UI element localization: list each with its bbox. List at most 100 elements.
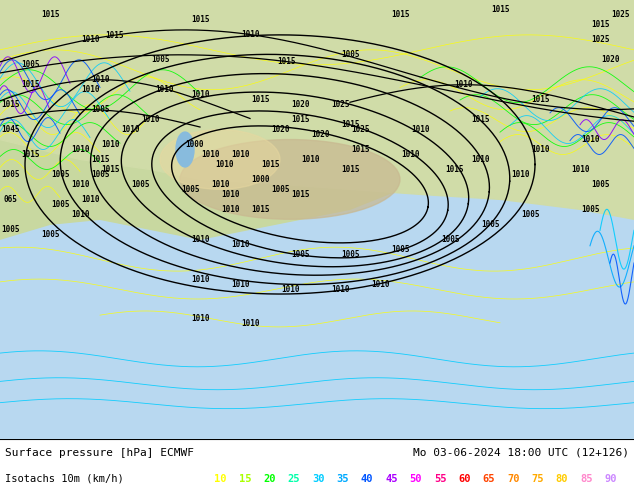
- Text: 1015: 1015: [391, 10, 410, 20]
- Text: 1015: 1015: [261, 160, 279, 169]
- Polygon shape: [0, 0, 634, 239]
- Text: 1010: 1010: [231, 240, 249, 249]
- Polygon shape: [0, 0, 634, 220]
- Text: 1010: 1010: [156, 85, 174, 94]
- Text: 20: 20: [263, 474, 276, 484]
- Text: 1010: 1010: [201, 150, 219, 159]
- Text: 75: 75: [531, 474, 544, 484]
- Text: 1005: 1005: [131, 180, 149, 189]
- Text: 1005: 1005: [391, 245, 410, 254]
- Text: 1005: 1005: [591, 180, 609, 189]
- Text: 70: 70: [507, 474, 519, 484]
- Text: Isotachs 10m (km/h): Isotachs 10m (km/h): [5, 474, 124, 484]
- Text: 1010: 1010: [191, 315, 209, 323]
- Text: 1020: 1020: [291, 100, 309, 109]
- Text: 1010: 1010: [331, 285, 349, 294]
- Text: 1010: 1010: [81, 35, 100, 45]
- Text: 1010: 1010: [231, 280, 249, 289]
- Text: 30: 30: [312, 474, 325, 484]
- Text: 1015: 1015: [591, 21, 609, 29]
- Text: 55: 55: [434, 474, 446, 484]
- Text: 1015: 1015: [1, 100, 19, 109]
- Text: 1020: 1020: [601, 55, 619, 64]
- Text: 1015: 1015: [351, 145, 369, 154]
- Text: 1015: 1015: [251, 95, 269, 104]
- Text: 1005: 1005: [291, 250, 309, 259]
- Text: 1025: 1025: [351, 125, 369, 134]
- Text: 15: 15: [238, 474, 251, 484]
- Text: 1010: 1010: [455, 80, 473, 89]
- Text: 1010: 1010: [101, 140, 119, 149]
- Text: 1015: 1015: [21, 150, 39, 159]
- Text: 1015: 1015: [21, 80, 39, 89]
- Text: 45: 45: [385, 474, 398, 484]
- Text: 1005: 1005: [51, 200, 69, 209]
- Text: 1015: 1015: [291, 190, 309, 199]
- Text: 1025: 1025: [331, 100, 349, 109]
- Text: 1010: 1010: [571, 165, 589, 174]
- Text: 1005: 1005: [21, 60, 39, 69]
- Text: 1010: 1010: [531, 145, 549, 154]
- Text: 50: 50: [410, 474, 422, 484]
- Text: 1045: 1045: [1, 125, 19, 134]
- Text: 1010: 1010: [210, 180, 230, 189]
- Text: 90: 90: [605, 474, 617, 484]
- Text: 1010: 1010: [191, 274, 209, 284]
- Text: 1025: 1025: [591, 35, 609, 45]
- Text: 1015: 1015: [251, 205, 269, 214]
- Text: 1005: 1005: [340, 50, 359, 59]
- Text: 40: 40: [361, 474, 373, 484]
- Text: 10: 10: [214, 474, 227, 484]
- Text: 1010: 1010: [371, 280, 389, 289]
- Text: 1010: 1010: [91, 75, 110, 84]
- Text: 1020: 1020: [271, 125, 289, 134]
- Text: 1015: 1015: [91, 155, 109, 164]
- Text: 1025: 1025: [611, 10, 630, 20]
- Text: 1005: 1005: [41, 230, 59, 239]
- Text: 1015: 1015: [531, 95, 549, 104]
- Text: 1015: 1015: [491, 5, 509, 15]
- Text: 1015: 1015: [471, 115, 489, 124]
- Text: 80: 80: [556, 474, 568, 484]
- Text: 1005: 1005: [91, 170, 109, 179]
- Ellipse shape: [160, 129, 280, 189]
- Text: 1015: 1015: [277, 57, 295, 66]
- Text: Surface pressure [hPa] ECMWF: Surface pressure [hPa] ECMWF: [5, 448, 194, 458]
- Text: 1015: 1015: [340, 120, 359, 129]
- Text: 1010: 1010: [120, 125, 139, 134]
- Text: 1005: 1005: [1, 170, 19, 179]
- Ellipse shape: [180, 140, 400, 220]
- Text: 1005: 1005: [271, 185, 289, 194]
- Text: 065: 065: [3, 195, 17, 204]
- Text: 1005: 1005: [91, 105, 110, 115]
- Text: 1015: 1015: [105, 31, 124, 40]
- Text: 1005: 1005: [51, 170, 69, 179]
- Text: 1015: 1015: [191, 15, 209, 24]
- Text: 1015: 1015: [340, 165, 359, 174]
- Text: 1010: 1010: [301, 155, 320, 164]
- Text: 1010: 1010: [281, 285, 299, 294]
- Text: 1010: 1010: [71, 145, 89, 154]
- Text: 1015: 1015: [41, 10, 59, 20]
- Text: 1000: 1000: [251, 175, 269, 184]
- Text: 1010: 1010: [241, 319, 259, 328]
- Text: 1010: 1010: [71, 210, 89, 219]
- Text: 1010: 1010: [411, 125, 429, 134]
- Text: 1005: 1005: [340, 250, 359, 259]
- Text: 1010: 1010: [581, 135, 599, 144]
- Text: 25: 25: [287, 474, 300, 484]
- Text: 1010: 1010: [241, 30, 259, 39]
- Text: 1005: 1005: [441, 235, 459, 244]
- Text: 1010: 1010: [71, 180, 89, 189]
- Text: 1000: 1000: [186, 140, 204, 149]
- Text: 35: 35: [336, 474, 349, 484]
- Text: Mo 03-06-2024 18:00 UTC (12+126): Mo 03-06-2024 18:00 UTC (12+126): [413, 448, 629, 458]
- Text: 1010: 1010: [401, 150, 419, 159]
- Text: 1005: 1005: [581, 205, 599, 214]
- Ellipse shape: [176, 132, 194, 167]
- Text: 1005: 1005: [1, 225, 19, 234]
- Text: 1005: 1005: [181, 185, 199, 194]
- Text: 60: 60: [458, 474, 470, 484]
- Text: 1010: 1010: [191, 235, 209, 244]
- Text: 85: 85: [580, 474, 593, 484]
